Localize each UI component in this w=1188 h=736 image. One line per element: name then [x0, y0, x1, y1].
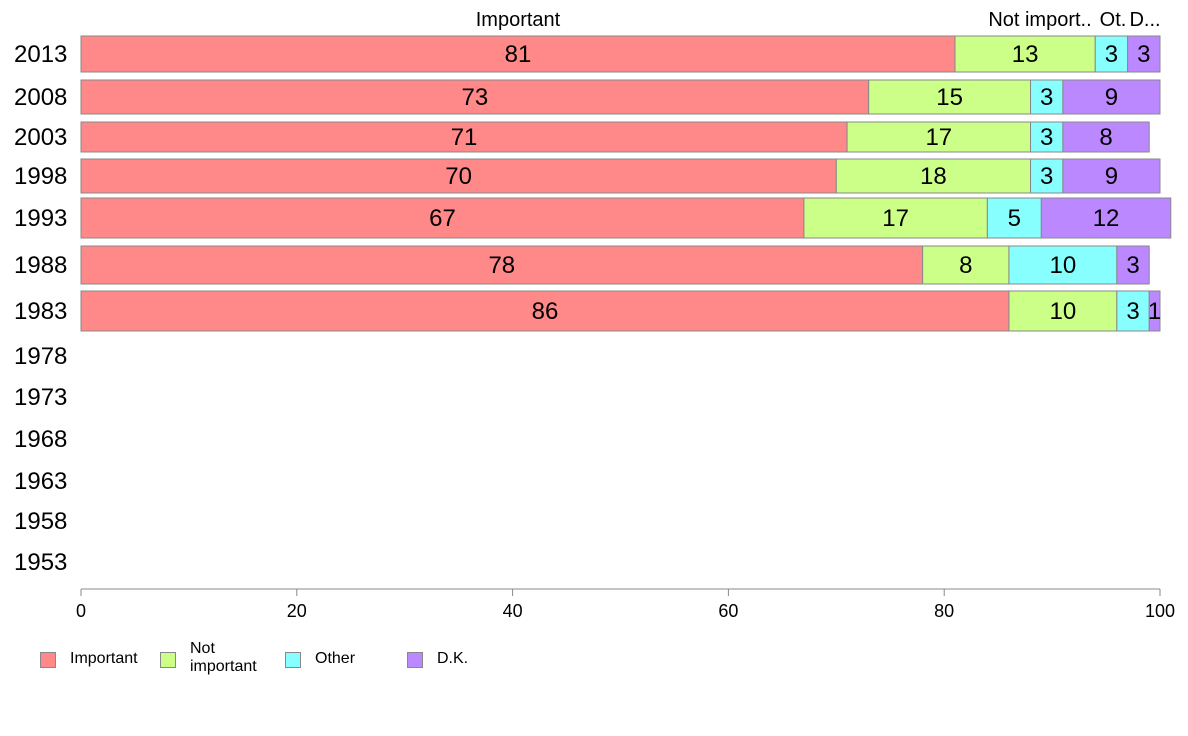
bar-1983-d-k: [1148, 290, 1161, 332]
bar-label-1993-not-important: 17: [882, 205, 909, 232]
category-label-1988: 1988: [14, 252, 67, 279]
legend-swatch-important: [40, 652, 56, 668]
category-label-1993: 1993: [14, 205, 67, 232]
bar-label-2013-not-important: 13: [1012, 41, 1039, 68]
column-header-d: D...: [1129, 9, 1160, 31]
legend-swatch-other: [285, 652, 301, 668]
category-label-1953: 1953: [14, 549, 67, 576]
bar-2013-not-important: [954, 35, 1096, 73]
bar-label-2003-other: 3: [1040, 124, 1053, 151]
bar-2013-d-k: [1127, 35, 1161, 73]
legend-swatch-dk: [407, 652, 423, 668]
bar-1983-other: [1116, 290, 1150, 332]
category-label-1973: 1973: [14, 384, 67, 411]
bar-2003-important: [80, 121, 848, 153]
bar-label-1993-other: 5: [1008, 205, 1021, 232]
legend-label-not-important: Not important: [190, 640, 257, 675]
x-tick-label-40: 40: [503, 601, 523, 621]
legend-label-important: Important: [70, 650, 138, 667]
bar-label-2003-not-important: 17: [925, 124, 952, 151]
bar-1993-other: [986, 197, 1042, 239]
bar-label-2008-important: 73: [461, 84, 488, 111]
bar-1993-d-k: [1040, 197, 1172, 239]
column-header-important: Important: [476, 9, 561, 31]
bar-label-2008-other: 3: [1040, 84, 1053, 111]
bar-label-2003-d-k: 8: [1099, 124, 1112, 151]
x-tick-label-100: 100: [1145, 601, 1175, 621]
bar-2013-other: [1094, 35, 1129, 73]
stacked-bar-chart: 2013200820031998199319881983197819731968…: [14, 9, 1175, 621]
category-label-1978: 1978: [14, 343, 67, 370]
x-tick-label-20: 20: [287, 601, 307, 621]
bar-1983-important: [80, 290, 1010, 332]
category-label-1983: 1983: [14, 298, 67, 325]
category-label-1968: 1968: [14, 426, 67, 453]
category-label-1963: 1963: [14, 468, 67, 495]
category-label-1958: 1958: [14, 508, 67, 535]
bar-label-1983-other: 3: [1126, 298, 1139, 325]
bar-2008-not-important: [868, 79, 1032, 115]
bar-2008-other: [1030, 79, 1064, 115]
bar-label-1983-d-k: 1: [1148, 298, 1161, 325]
bar-1988-other: [1008, 245, 1118, 285]
bar-label-1988-not-important: 8: [959, 252, 972, 279]
bar-label-1998-important: 70: [445, 163, 472, 190]
column-header-not-import: Not import..: [988, 9, 1091, 31]
bar-label-2008-d-k: 9: [1105, 84, 1118, 111]
bar-1988-d-k: [1116, 245, 1150, 285]
bar-label-2013-other: 3: [1105, 41, 1118, 68]
x-tick-label-0: 0: [76, 601, 86, 621]
bar-1988-not-important: [922, 245, 1010, 285]
bar-label-1993-d-k: 12: [1093, 205, 1120, 232]
bar-1988-important: [80, 245, 924, 285]
bar-label-2008-not-important: 15: [936, 84, 963, 111]
legend: Important Not important Other D.K.: [0, 640, 1188, 690]
bar-label-1983-not-important: 10: [1050, 298, 1077, 325]
category-label-2013: 2013: [14, 41, 67, 68]
x-tick-label-60: 60: [718, 601, 738, 621]
bar-label-2013-important: 81: [505, 41, 532, 68]
bar-label-1988-important: 78: [488, 252, 515, 279]
bar-label-1998-not-important: 18: [920, 163, 947, 190]
category-label-2008: 2008: [14, 84, 67, 111]
column-header-ot: Ot.: [1100, 9, 1127, 31]
bar-1993-important: [80, 197, 805, 239]
bar-label-1988-d-k: 3: [1126, 252, 1139, 279]
bar-1993-not-important: [803, 197, 988, 239]
bar-1998-d-k: [1062, 158, 1161, 194]
bar-label-2003-important: 71: [451, 124, 478, 151]
bar-2008-important: [80, 79, 870, 115]
bar-2003-not-important: [846, 121, 1032, 153]
bar-label-1998-other: 3: [1040, 163, 1053, 190]
bar-2003-d-k: [1062, 121, 1150, 153]
bar-2008-d-k: [1062, 79, 1161, 115]
bar-label-1993-important: 67: [429, 205, 456, 232]
category-label-1998: 1998: [14, 163, 67, 190]
category-label-2003: 2003: [14, 124, 67, 151]
bar-1998-not-important: [835, 158, 1032, 194]
bar-label-2013-d-k: 3: [1137, 41, 1150, 68]
legend-label-dk: D.K.: [437, 650, 469, 667]
bar-label-1988-other: 10: [1050, 252, 1077, 279]
bar-label-1998-d-k: 9: [1105, 163, 1118, 190]
legend-label-other: Other: [315, 650, 356, 667]
legend-swatch-not-important: [160, 652, 176, 668]
bar-2013-important: [80, 35, 956, 73]
bar-label-1983-important: 86: [532, 298, 559, 325]
bar-1998-important: [80, 158, 837, 194]
x-tick-label-80: 80: [934, 601, 954, 621]
